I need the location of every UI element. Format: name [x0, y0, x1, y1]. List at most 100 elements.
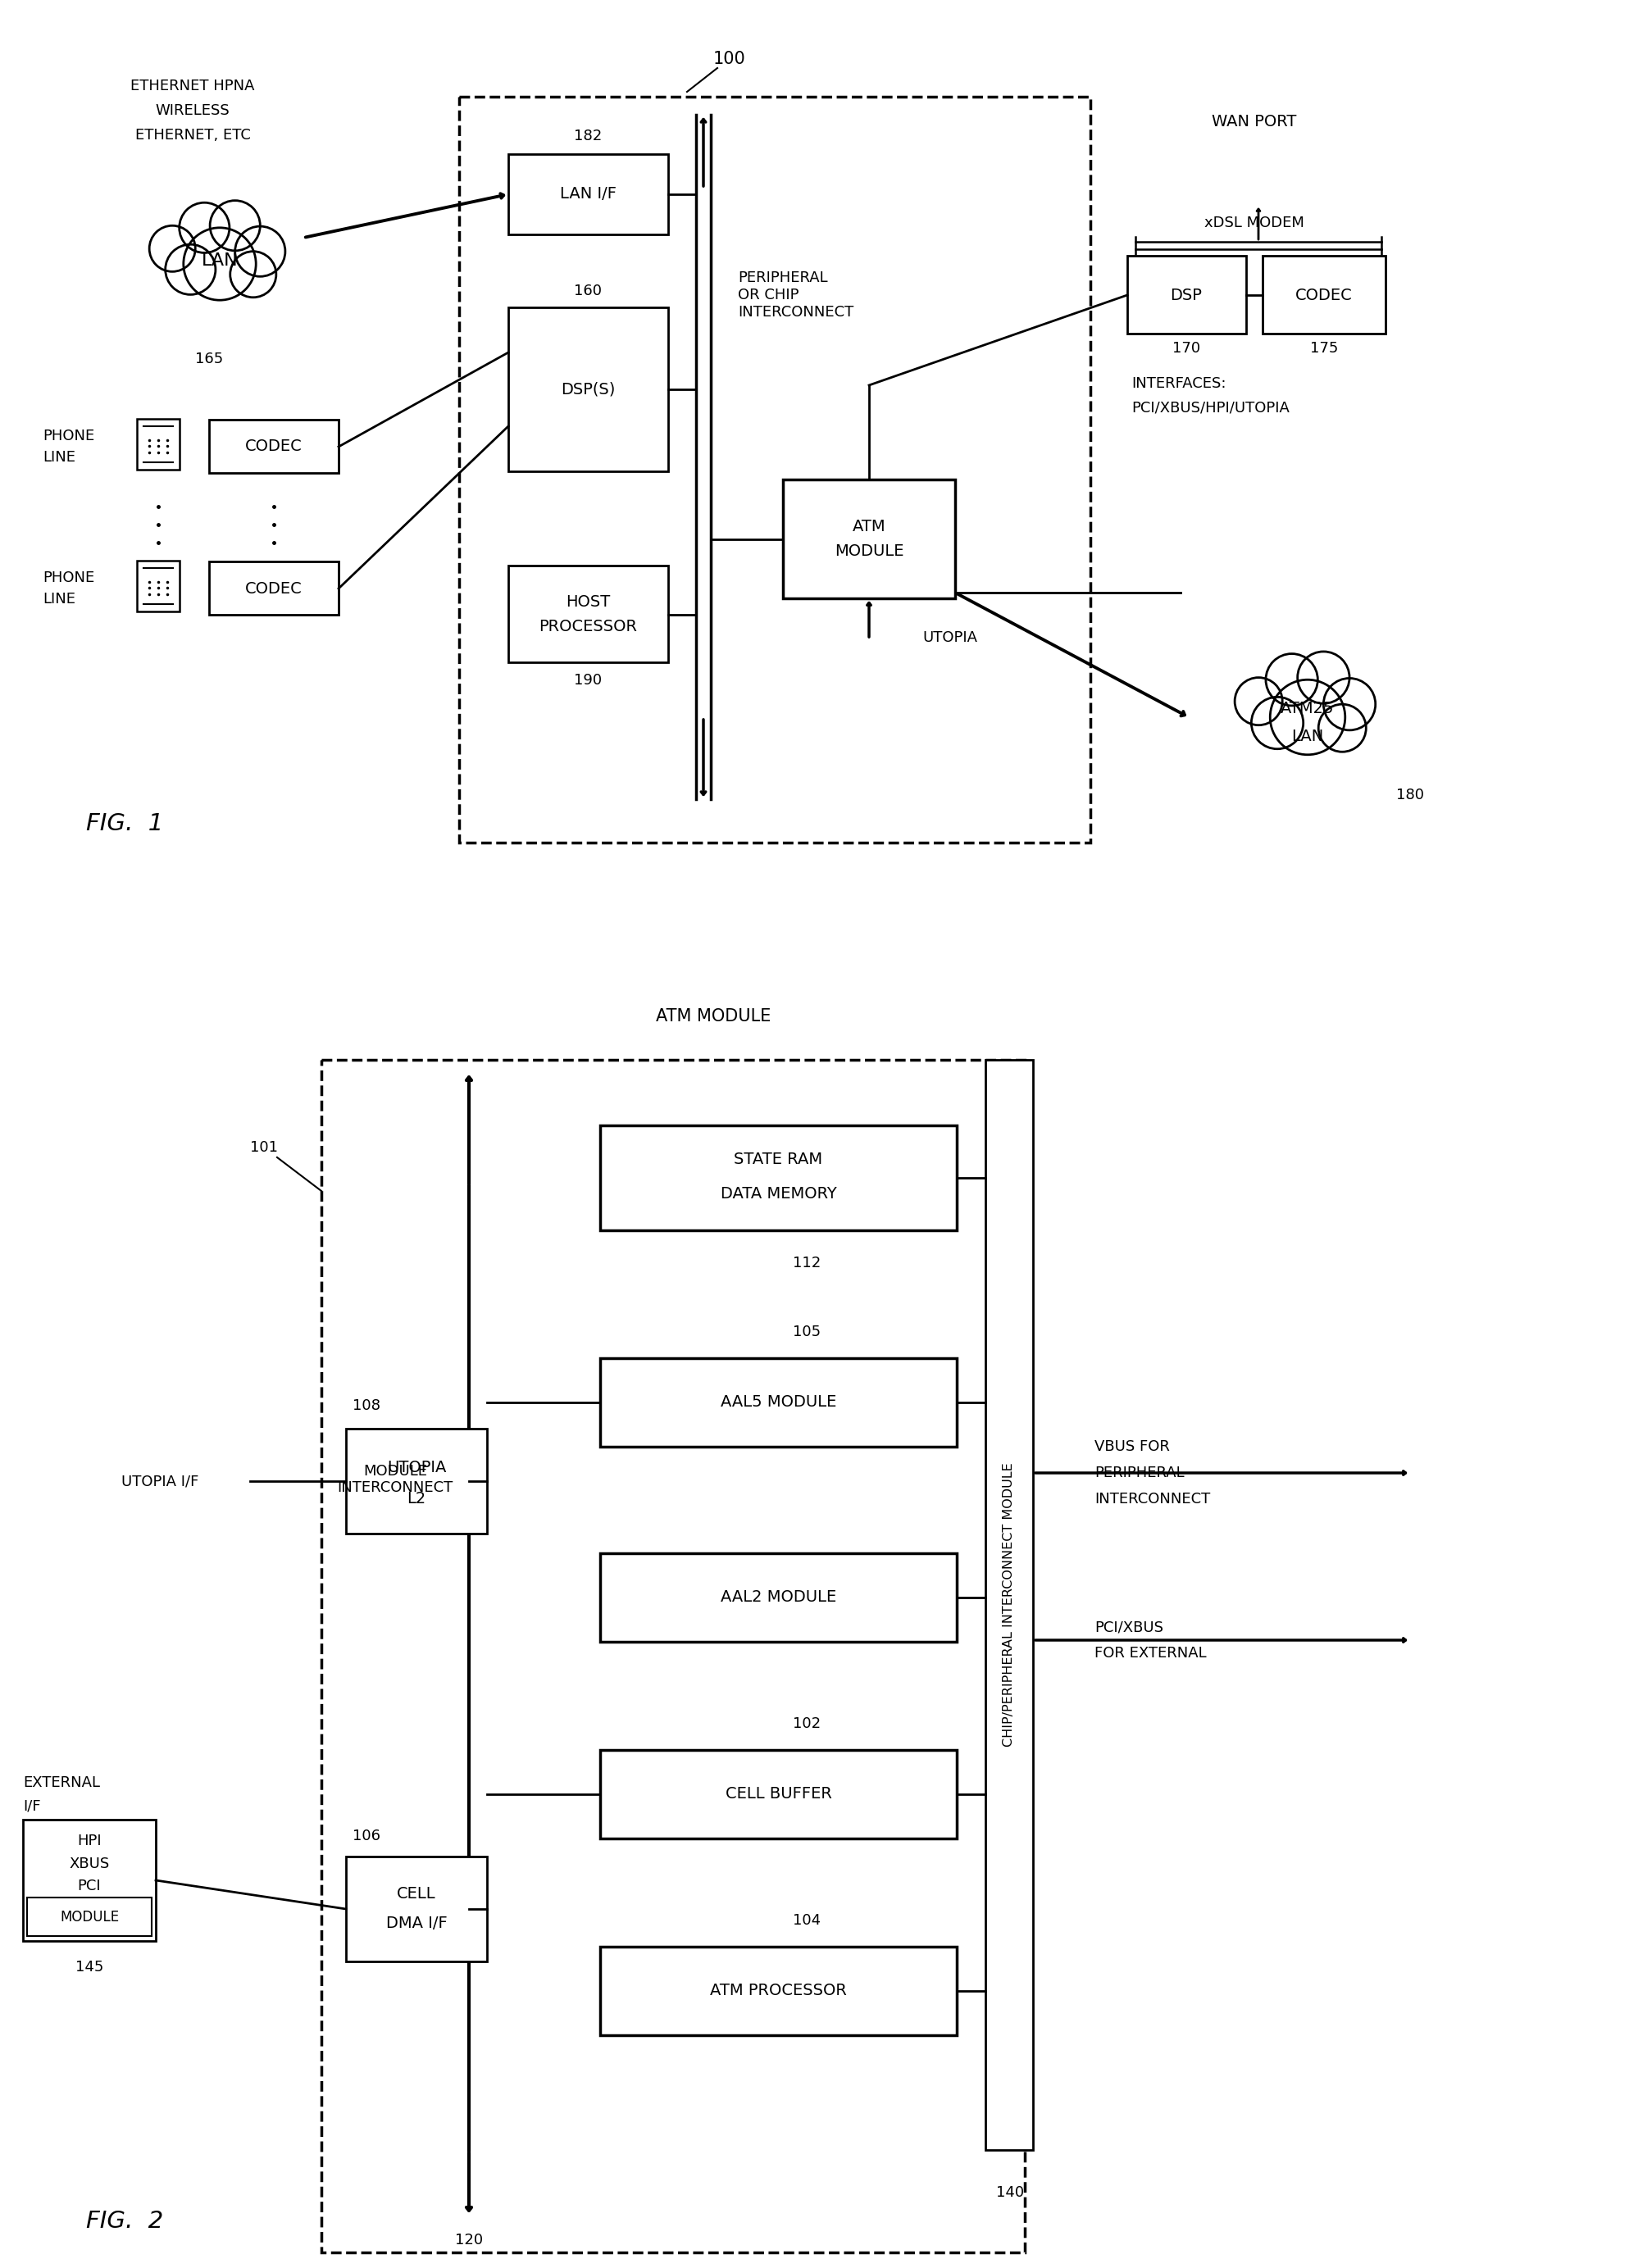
Text: PHONE: PHONE	[42, 572, 94, 585]
Text: AAL5 MODULE: AAL5 MODULE	[720, 1395, 836, 1411]
Text: MODULE
INTERCONNECT: MODULE INTERCONNECT	[337, 1463, 453, 1495]
Text: MODULE: MODULE	[60, 1910, 119, 1926]
Circle shape	[1298, 651, 1349, 703]
Text: ATM25: ATM25	[1280, 701, 1334, 717]
Bar	[508, 154, 668, 234]
Bar	[459, 98, 1090, 844]
Bar	[23, 1819, 156, 1941]
Text: PROCESSOR: PROCESSOR	[539, 619, 637, 635]
Bar	[599, 1554, 956, 1642]
Text: I/F: I/F	[23, 1799, 41, 1812]
Text: VBUS FOR: VBUS FOR	[1095, 1440, 1170, 1454]
Text: 165: 165	[195, 352, 223, 367]
Text: UTOPIA: UTOPIA	[922, 631, 977, 644]
Circle shape	[150, 225, 195, 272]
Bar	[209, 420, 339, 474]
Circle shape	[235, 227, 285, 277]
Text: MODULE: MODULE	[834, 544, 904, 560]
Text: ATM MODULE: ATM MODULE	[656, 1009, 771, 1025]
Text: CODEC: CODEC	[246, 440, 303, 454]
Text: 145: 145	[75, 1960, 104, 1975]
Text: DMA I/F: DMA I/F	[386, 1916, 446, 1932]
Text: 101: 101	[249, 1141, 279, 1154]
Text: UTOPIA I/F: UTOPIA I/F	[121, 1474, 199, 1488]
Text: LAN: LAN	[202, 252, 238, 270]
Text: 105: 105	[793, 1325, 821, 1340]
Text: DATA MEMORY: DATA MEMORY	[720, 1186, 837, 1202]
Bar	[1127, 256, 1246, 333]
Text: FIG.  2: FIG. 2	[86, 2209, 163, 2232]
Text: 180: 180	[1396, 787, 1424, 803]
Text: 112: 112	[793, 1256, 821, 1270]
Text: EXTERNAL: EXTERNAL	[23, 1776, 99, 1789]
Circle shape	[1266, 653, 1318, 705]
Text: 140: 140	[995, 2184, 1025, 2200]
Circle shape	[1323, 678, 1375, 730]
Text: CELL: CELL	[397, 1885, 437, 1901]
Text: L2: L2	[407, 1490, 427, 1506]
Bar	[599, 1751, 956, 1839]
Bar	[345, 1429, 487, 1533]
Text: 182: 182	[573, 129, 603, 143]
Text: 108: 108	[352, 1399, 381, 1413]
Bar	[508, 565, 668, 662]
Bar	[137, 560, 179, 612]
Text: 120: 120	[454, 2232, 482, 2248]
Text: 190: 190	[575, 674, 603, 687]
Bar	[986, 1059, 1033, 2150]
Text: INTERFACES:: INTERFACES:	[1132, 376, 1227, 390]
Text: XBUS: XBUS	[68, 1857, 109, 1871]
Text: CHIP/PERIPHERAL INTERCONNECT MODULE: CHIP/PERIPHERAL INTERCONNECT MODULE	[1003, 1463, 1015, 1746]
Text: INTERCONNECT: INTERCONNECT	[1095, 1492, 1210, 1506]
Circle shape	[1251, 696, 1303, 748]
Text: 104: 104	[793, 1914, 821, 1928]
Text: LINE: LINE	[42, 592, 75, 606]
Circle shape	[179, 202, 230, 252]
Text: WIRELESS: WIRELESS	[155, 104, 230, 118]
Text: PCI: PCI	[78, 1878, 101, 1894]
Text: DSP(S): DSP(S)	[560, 381, 616, 397]
Text: 175: 175	[1310, 340, 1337, 356]
Circle shape	[1235, 678, 1282, 726]
Text: ETHERNET, ETC: ETHERNET, ETC	[135, 127, 251, 143]
Text: CELL BUFFER: CELL BUFFER	[725, 1787, 832, 1803]
Text: PCI/XBUS/HPI/UTOPIA: PCI/XBUS/HPI/UTOPIA	[1132, 401, 1290, 415]
Text: WAN PORT: WAN PORT	[1212, 113, 1297, 129]
Text: PERIPHERAL
OR CHIP
INTERCONNECT: PERIPHERAL OR CHIP INTERCONNECT	[738, 270, 854, 320]
Circle shape	[210, 200, 261, 252]
Text: ATM: ATM	[852, 519, 886, 535]
Bar	[599, 1125, 956, 1229]
Bar	[209, 562, 339, 615]
Text: CODEC: CODEC	[246, 581, 303, 596]
Text: HOST: HOST	[565, 594, 611, 610]
Text: 170: 170	[1173, 340, 1201, 356]
Text: 102: 102	[793, 1717, 821, 1730]
Bar	[1262, 256, 1386, 333]
Text: LAN I/F: LAN I/F	[560, 186, 616, 202]
Text: LINE: LINE	[42, 449, 75, 465]
Text: FIG.  1: FIG. 1	[86, 812, 163, 835]
Text: 160: 160	[575, 284, 603, 299]
Circle shape	[230, 252, 277, 297]
Text: LAN: LAN	[1292, 728, 1324, 744]
Bar	[28, 1898, 151, 1937]
Bar	[508, 308, 668, 472]
Circle shape	[1318, 705, 1367, 751]
Circle shape	[184, 227, 256, 299]
Text: HPI: HPI	[77, 1833, 101, 1848]
Bar	[345, 1857, 487, 1962]
Text: ETHERNET HPNA: ETHERNET HPNA	[130, 79, 254, 93]
Text: PHONE: PHONE	[42, 429, 94, 445]
Text: 106: 106	[352, 1828, 381, 1844]
Text: PCI/XBUS: PCI/XBUS	[1095, 1619, 1163, 1635]
Text: DSP: DSP	[1170, 288, 1202, 304]
Text: 100: 100	[714, 50, 746, 68]
Text: AAL2 MODULE: AAL2 MODULE	[720, 1590, 836, 1606]
Text: PERIPHERAL: PERIPHERAL	[1095, 1465, 1184, 1481]
Text: CODEC: CODEC	[1295, 288, 1352, 304]
Text: xDSL MODEM: xDSL MODEM	[1204, 215, 1305, 231]
Circle shape	[1271, 680, 1346, 755]
Bar	[599, 1359, 956, 1447]
Text: UTOPIA: UTOPIA	[386, 1461, 446, 1476]
Bar	[321, 1059, 1025, 2252]
